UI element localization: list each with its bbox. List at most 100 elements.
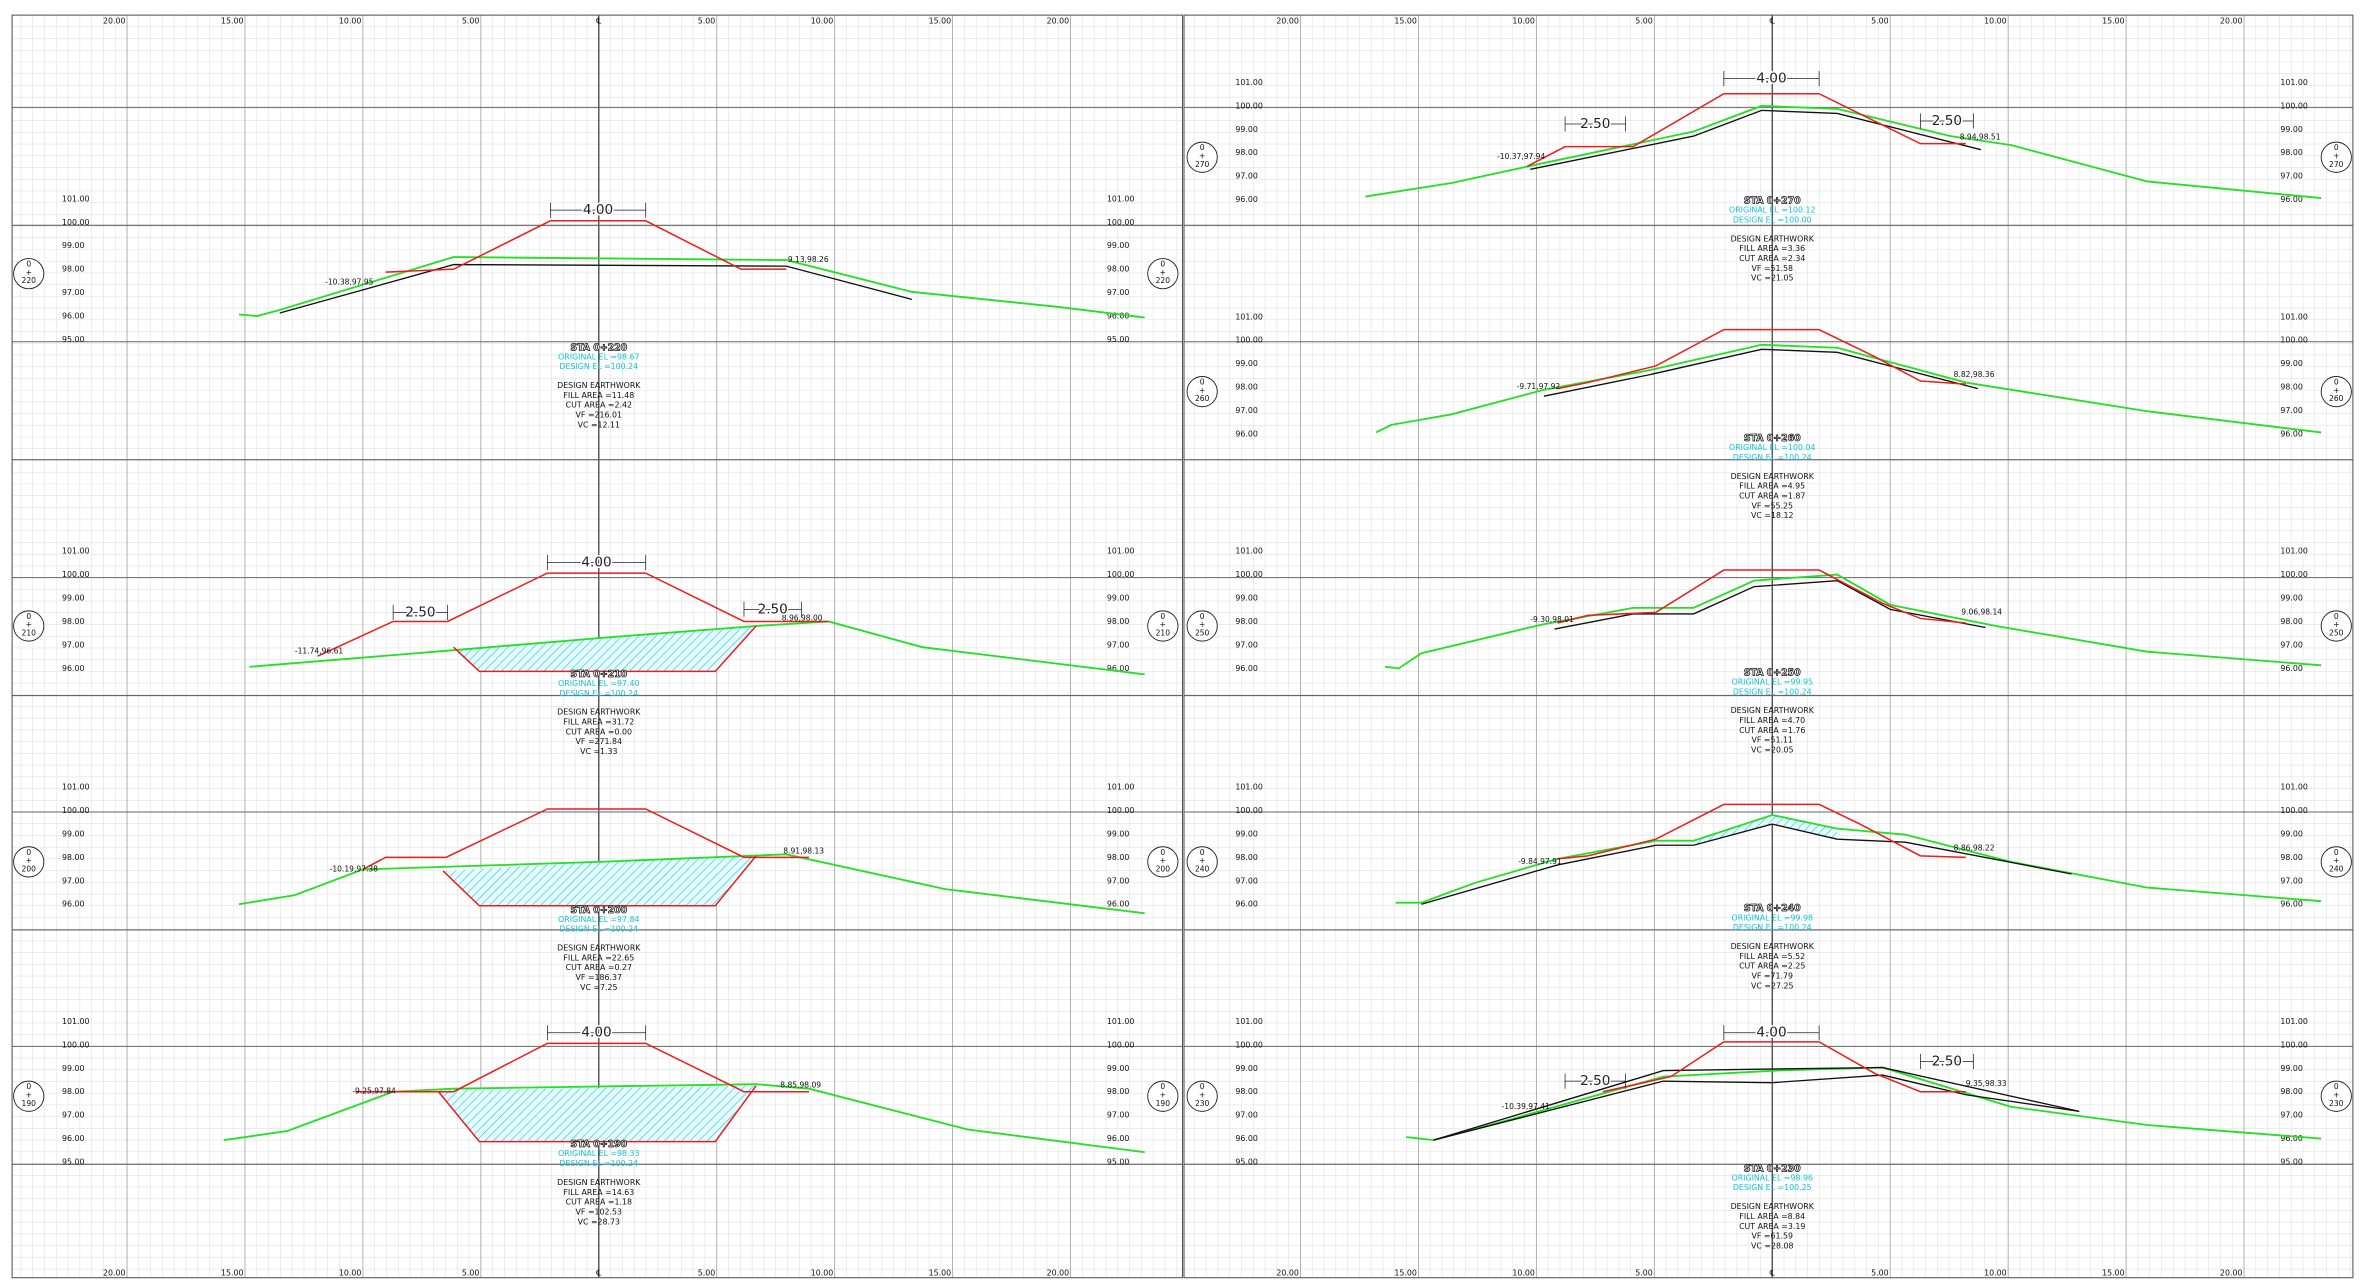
fill-area: FILL AREA =4.95	[1739, 482, 1805, 491]
sta-title: STA 0+220	[570, 342, 627, 353]
design-template	[355, 1042, 809, 1093]
station-circle	[1186, 846, 1218, 878]
elevation-label: 98.00	[1235, 617, 1258, 626]
elevation-label: 98.00	[62, 617, 85, 626]
elevation-label: 97.00	[2280, 172, 2303, 181]
cut-area: CUT AREA =0.00	[566, 727, 632, 736]
elevation-label: 96.00	[62, 900, 85, 909]
elevation-label: 100.00	[62, 806, 90, 815]
elevation-label: 99.00	[1235, 1064, 1258, 1073]
station-label: 230	[2329, 1099, 2344, 1108]
offset-label: -11.74,96.61	[295, 647, 344, 656]
station-circle	[1186, 141, 1218, 173]
axis-label: 15.00	[929, 1269, 952, 1278]
elevation-label: 98.00	[1107, 617, 1130, 626]
sta-title: STA 0+240	[1744, 903, 1801, 914]
elevation-label: 101.00	[1235, 547, 1263, 556]
axis-label: 15.00	[2102, 1269, 2125, 1278]
elevation-label: 97.00	[1235, 1111, 1258, 1120]
design-template	[1557, 569, 1966, 624]
elevation-label: 98.00	[1235, 148, 1258, 157]
elevation-label: 101.00	[2280, 783, 2308, 792]
fill-area: FILL AREA =4.70	[1739, 716, 1805, 725]
sta-title: STA 0+210	[570, 669, 627, 680]
design-el: DESIGN EL =100.24	[559, 1159, 638, 1168]
elevation-label: 98.00	[2280, 1087, 2303, 1096]
design-ditch	[437, 1085, 757, 1143]
elevation-label: 100.00	[1235, 806, 1263, 815]
panel-border	[1183, 14, 2354, 1279]
axis-label: 20.00	[103, 1269, 126, 1278]
elevation-label: 100.00	[2280, 336, 2308, 345]
elevation-label: 95.00	[1107, 335, 1130, 344]
elevation-label: 99.00	[2280, 125, 2303, 134]
elevation-label: 96.00	[62, 664, 85, 673]
station-label: 0	[2334, 143, 2339, 152]
station-label: +	[1199, 152, 1205, 161]
design-template	[1557, 328, 1966, 390]
station-label: 250	[2329, 629, 2344, 638]
elevation-label: 100.00	[2280, 806, 2308, 815]
station-label: 0	[2334, 612, 2339, 621]
dimension-label: 2.50	[1580, 116, 1610, 132]
station-label: 270	[2329, 160, 2344, 169]
elevation-label: 100.00	[1107, 570, 1135, 579]
station-label: 0	[1200, 612, 1205, 621]
earthwork-title: DESIGN EARTHWORK	[557, 1178, 641, 1187]
design-template	[362, 808, 809, 871]
elevation-label: 96.00	[1235, 195, 1258, 204]
station-label: +	[1160, 268, 1166, 277]
earthwork-title: DESIGN EARTHWORK	[557, 708, 641, 717]
offset-label: 9.13,98.26	[788, 255, 829, 264]
original-el: ORIGINAL EL =97.84	[558, 915, 639, 924]
existing-ground	[1385, 573, 2322, 670]
elevation-label: 100.00	[62, 218, 90, 227]
fill-area: FILL AREA =31.72	[563, 718, 634, 727]
cut-hatch	[453, 626, 757, 672]
station-label: 0	[1160, 1082, 1165, 1091]
earthwork-title: DESIGN EARTHWORK	[1731, 942, 1815, 951]
elevation-label: 98.00	[62, 265, 85, 274]
elevation-label: 101.00	[1107, 783, 1135, 792]
cut-area: CUT AREA =1.87	[1739, 491, 1805, 500]
dimension-label: 4.00	[1756, 71, 1786, 87]
elevation-label: 96.00	[1235, 900, 1258, 909]
axis-label: 10.00	[339, 17, 362, 26]
cross-section: 101.00 101.00 100.00 100.00 99.00 99.00 98.00 9…	[13, 1017, 1179, 1226]
axis-label: 5.00	[698, 1269, 716, 1278]
original-el: ORIGINAL EL =100.12	[1729, 206, 1815, 215]
elevation-label: 99.00	[1235, 125, 1258, 134]
axis-label: 5.00	[1871, 17, 1889, 26]
station-label: 0	[1200, 848, 1205, 857]
elevation-label: 100.00	[2280, 570, 2308, 579]
fill-area: FILL AREA =3.36	[1739, 244, 1805, 253]
station-label: 0	[1200, 1082, 1205, 1091]
design-template	[317, 572, 829, 657]
station-circle	[1186, 376, 1218, 408]
axis-label: 10.00	[1984, 17, 2007, 26]
elevation-label: 97.00	[2280, 1111, 2303, 1120]
design-el: DESIGN EL =100.24	[1733, 453, 1812, 462]
elevation-label: 100.00	[1235, 336, 1263, 345]
elevation-label: 99.00	[2280, 359, 2303, 368]
elevation-label: 101.00	[2280, 547, 2308, 556]
design-template	[1557, 803, 1966, 860]
volume-cut: VC =1.33	[580, 747, 617, 756]
axis-label: 10.00	[811, 1269, 834, 1278]
offset-label: -9.25,97.84	[352, 1087, 396, 1096]
station-label: 190	[22, 1099, 37, 1108]
cut-area: CUT AREA =0.27	[566, 963, 632, 972]
elevation-label: 98.00	[2280, 148, 2303, 157]
station-label: +	[1199, 856, 1205, 865]
elevation-label: 97.00	[1107, 288, 1130, 297]
elevation-label: 100.00	[2280, 101, 2308, 110]
volume-fill: VF =55.25	[1751, 501, 1792, 510]
station-label: +	[2333, 152, 2339, 161]
elevation-label: 101.00	[1235, 78, 1263, 87]
elevation-label: 101.00	[1107, 1017, 1135, 1026]
station-label: +	[26, 268, 32, 277]
elevation-label: 100.00	[1107, 218, 1135, 227]
station-circle	[1186, 1080, 1218, 1112]
original-el: ORIGINAL EL =99.95	[1732, 677, 1813, 686]
